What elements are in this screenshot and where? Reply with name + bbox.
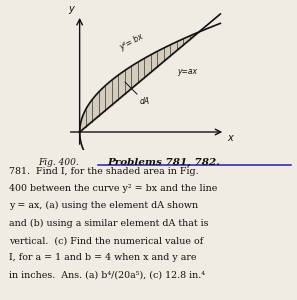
Text: y: y bbox=[68, 4, 74, 14]
Text: 781.  Find I, for the shaded area in Fig.: 781. Find I, for the shaded area in Fig. bbox=[9, 167, 198, 176]
Text: vertical.  (c) Find the numerical value of: vertical. (c) Find the numerical value o… bbox=[9, 236, 203, 245]
Text: Problems 781, 782.: Problems 781, 782. bbox=[107, 158, 220, 167]
Text: 400 between the curve y² = bx and the line: 400 between the curve y² = bx and the li… bbox=[9, 184, 217, 193]
Text: I, for a = 1 and b = 4 when x and y are: I, for a = 1 and b = 4 when x and y are bbox=[9, 254, 196, 262]
Text: y=ax: y=ax bbox=[177, 68, 198, 76]
Text: x: x bbox=[228, 133, 233, 143]
Text: in inches.  Ans. (a) b⁴/(20a⁵), (c) 12.8 in.⁴: in inches. Ans. (a) b⁴/(20a⁵), (c) 12.8 … bbox=[9, 271, 205, 280]
Text: y²= bx: y²= bx bbox=[118, 32, 145, 52]
Text: and (b) using a similar element dA that is: and (b) using a similar element dA that … bbox=[9, 219, 208, 228]
Text: dA: dA bbox=[125, 82, 149, 106]
Text: Fig. 400.: Fig. 400. bbox=[39, 158, 79, 167]
Text: y = ax, (a) using the element dA shown: y = ax, (a) using the element dA shown bbox=[9, 201, 198, 210]
